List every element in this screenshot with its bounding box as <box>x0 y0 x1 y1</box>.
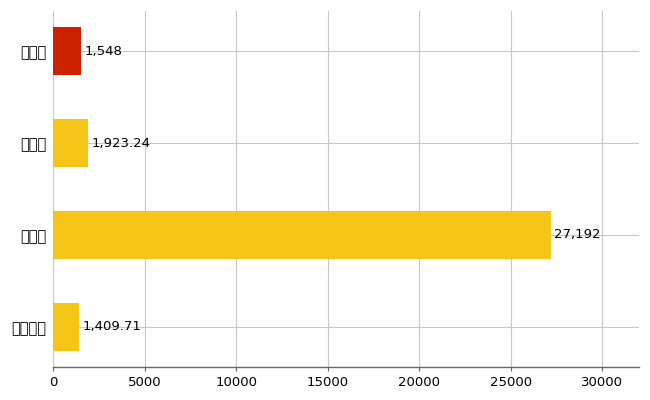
Text: 1,409.71: 1,409.71 <box>82 320 141 333</box>
Bar <box>53 303 79 351</box>
Text: 27,192: 27,192 <box>554 228 601 242</box>
Text: 1,548: 1,548 <box>84 45 123 58</box>
Bar <box>53 119 88 167</box>
Bar <box>53 211 551 259</box>
Bar <box>53 27 81 75</box>
Text: 1,923.24: 1,923.24 <box>92 136 151 150</box>
